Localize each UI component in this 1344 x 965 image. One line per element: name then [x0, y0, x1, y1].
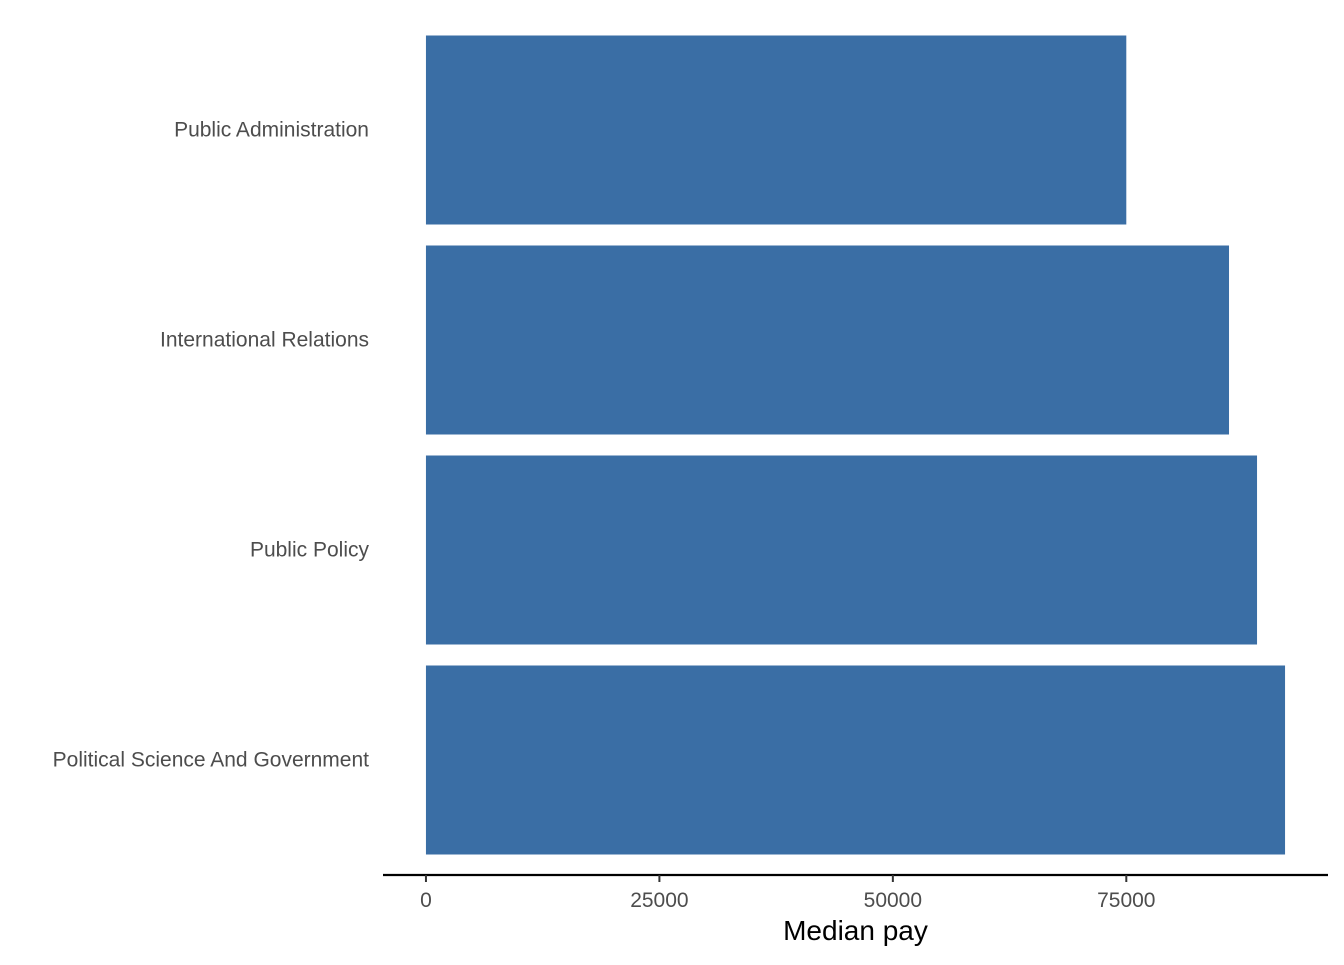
bar-international-relations — [425, 245, 1230, 435]
bars-layer — [425, 35, 1286, 855]
x-tick-label: 0 — [420, 889, 432, 912]
category-labels: Public Administration International Relat… — [53, 119, 370, 772]
bar-public-administration — [425, 35, 1127, 225]
x-tick-label: 50000 — [864, 889, 922, 912]
category-label: International Relations — [160, 329, 369, 352]
bar-public-policy — [425, 455, 1258, 645]
x-tick-label: 75000 — [1097, 889, 1155, 912]
category-label: Political Science And Government — [53, 749, 369, 772]
x-axis-title: Median pay — [783, 915, 928, 946]
bar-political-science-and-government — [425, 665, 1286, 855]
x-axis-ticks: 0 25000 50000 75000 — [420, 875, 1156, 912]
category-label: Public Administration — [174, 119, 369, 142]
x-tick-label: 25000 — [630, 889, 688, 912]
category-label: Public Policy — [250, 539, 370, 562]
